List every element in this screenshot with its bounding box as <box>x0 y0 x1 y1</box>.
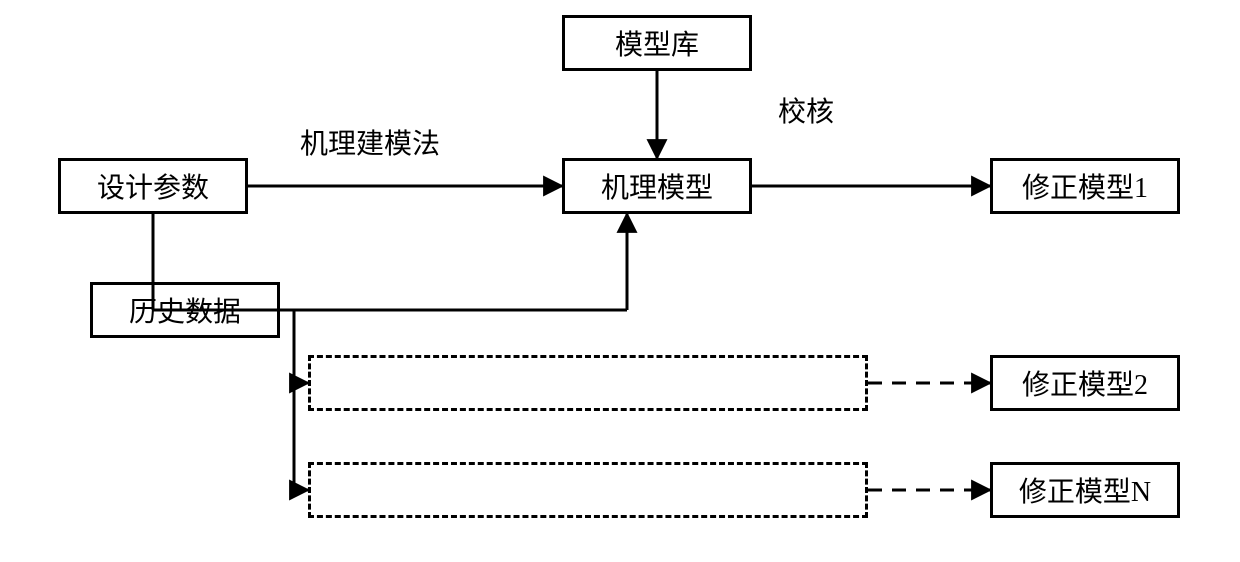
node-history-data: 历史数据 <box>90 282 280 338</box>
node-label: 历史数据 <box>129 290 241 330</box>
node-label: 机理模型 <box>601 166 713 206</box>
edge-label-check: 校核 <box>778 90 834 130</box>
node-label: 修正模型N <box>1019 470 1151 510</box>
node-mechanism-model: 机理模型 <box>562 158 752 214</box>
node-label: 设计参数 <box>97 166 209 206</box>
edge-label-mechanism-method: 机理建模法 <box>300 122 440 162</box>
dashed-placeholder-1 <box>308 355 868 411</box>
node-modified-model-2: 修正模型2 <box>990 355 1180 411</box>
node-model-library: 模型库 <box>562 15 752 71</box>
node-label: 修正模型2 <box>1022 363 1148 403</box>
node-label: 模型库 <box>615 23 699 63</box>
node-modified-model-n: 修正模型N <box>990 462 1180 518</box>
dashed-placeholder-2 <box>308 462 868 518</box>
node-label: 修正模型1 <box>1022 166 1148 206</box>
node-design-parameters: 设计参数 <box>58 158 248 214</box>
node-modified-model-1: 修正模型1 <box>990 158 1180 214</box>
